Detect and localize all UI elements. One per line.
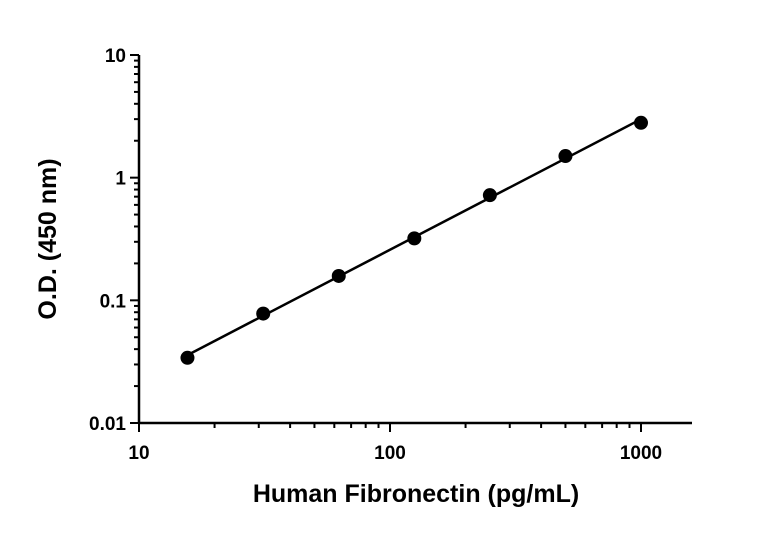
data-points <box>180 115 648 365</box>
y-axis-title: O.D. (450 nm) <box>34 158 62 319</box>
data-point <box>634 115 648 130</box>
y-tick-label: 0.01 <box>89 414 126 435</box>
data-point <box>407 231 422 246</box>
axis-ticks: 10 100 1000 0.01 0.1 1 10 <box>89 46 662 464</box>
data-point <box>180 350 195 365</box>
x-tick-label: 100 <box>374 443 406 464</box>
data-point <box>558 149 573 164</box>
x-axis-title: Human Fibronectin (pg/mL) <box>253 480 579 508</box>
y-tick-label: 1 <box>115 169 126 190</box>
x-tick-label: 10 <box>128 443 149 464</box>
y-tick-label: 10 <box>105 46 126 67</box>
data-point <box>256 306 271 321</box>
data-point <box>331 268 346 283</box>
data-point <box>482 188 497 203</box>
y-tick-label: 0.1 <box>100 291 127 312</box>
x-tick-label: 1000 <box>620 443 662 464</box>
axes <box>137 55 692 425</box>
